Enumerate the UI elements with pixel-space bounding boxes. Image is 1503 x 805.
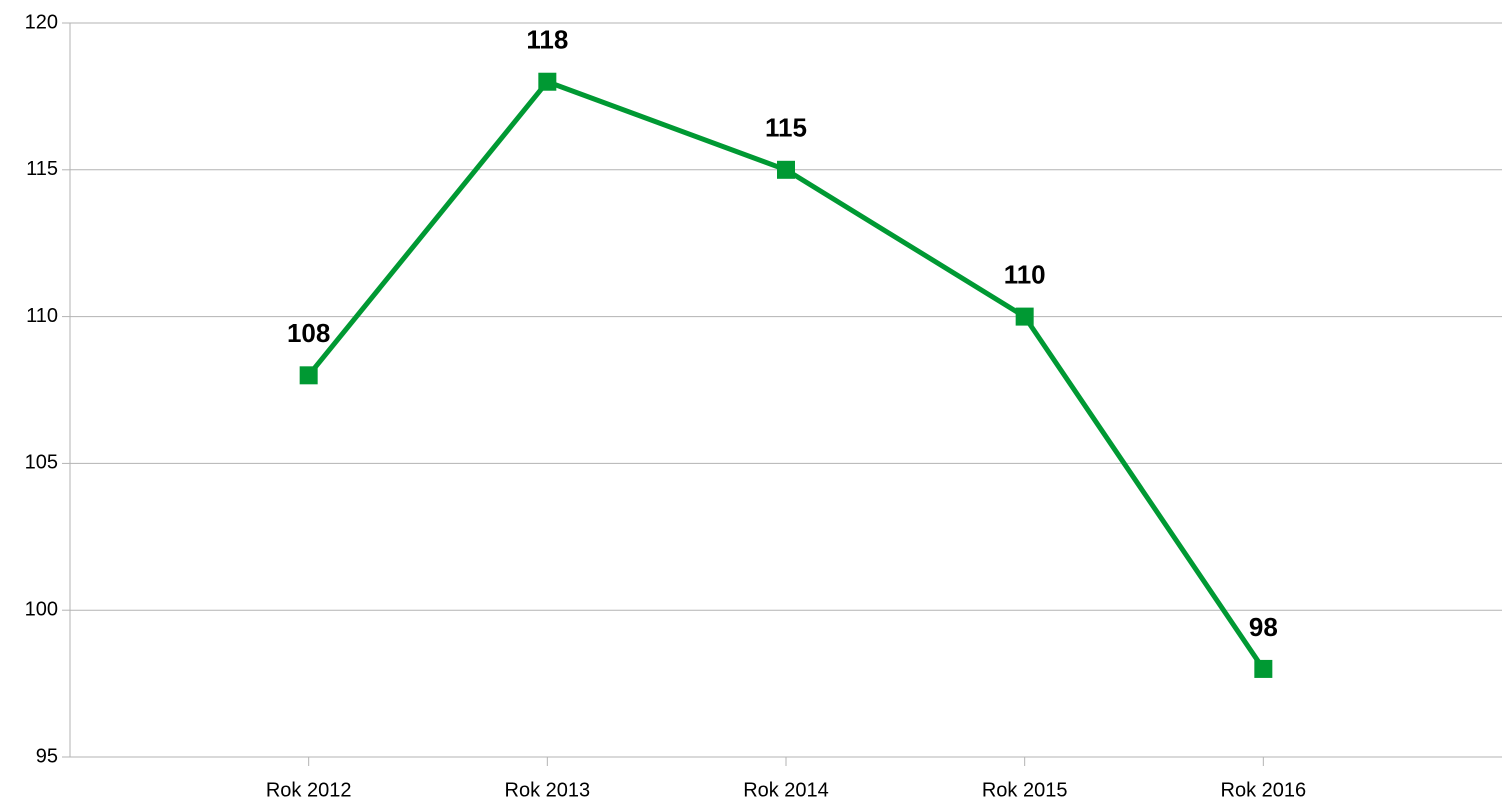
data-label: 108 <box>287 318 330 348</box>
x-tick-label: Rok 2015 <box>982 779 1068 801</box>
marker <box>1015 307 1034 326</box>
y-tick-label: 95 <box>36 745 58 767</box>
x-tick-label: Rok 2012 <box>266 779 352 801</box>
marker <box>538 72 557 91</box>
x-tick-label: Rok 2013 <box>505 779 591 801</box>
marker <box>1254 659 1273 678</box>
y-tick-label: 100 <box>25 598 58 620</box>
x-tick-label: Rok 2014 <box>743 779 829 801</box>
y-tick-label: 110 <box>26 305 58 327</box>
marker <box>299 366 318 385</box>
y-tick-label: 120 <box>25 11 58 33</box>
data-label: 115 <box>765 113 807 143</box>
data-label: 118 <box>526 25 568 55</box>
y-tick-label: 115 <box>26 158 58 180</box>
x-tick-label: Rok 2016 <box>1221 779 1307 801</box>
y-tick-label: 105 <box>25 452 58 474</box>
marker <box>777 160 795 179</box>
data-label: 98 <box>1249 612 1278 642</box>
data-label: 110 <box>1004 259 1046 289</box>
